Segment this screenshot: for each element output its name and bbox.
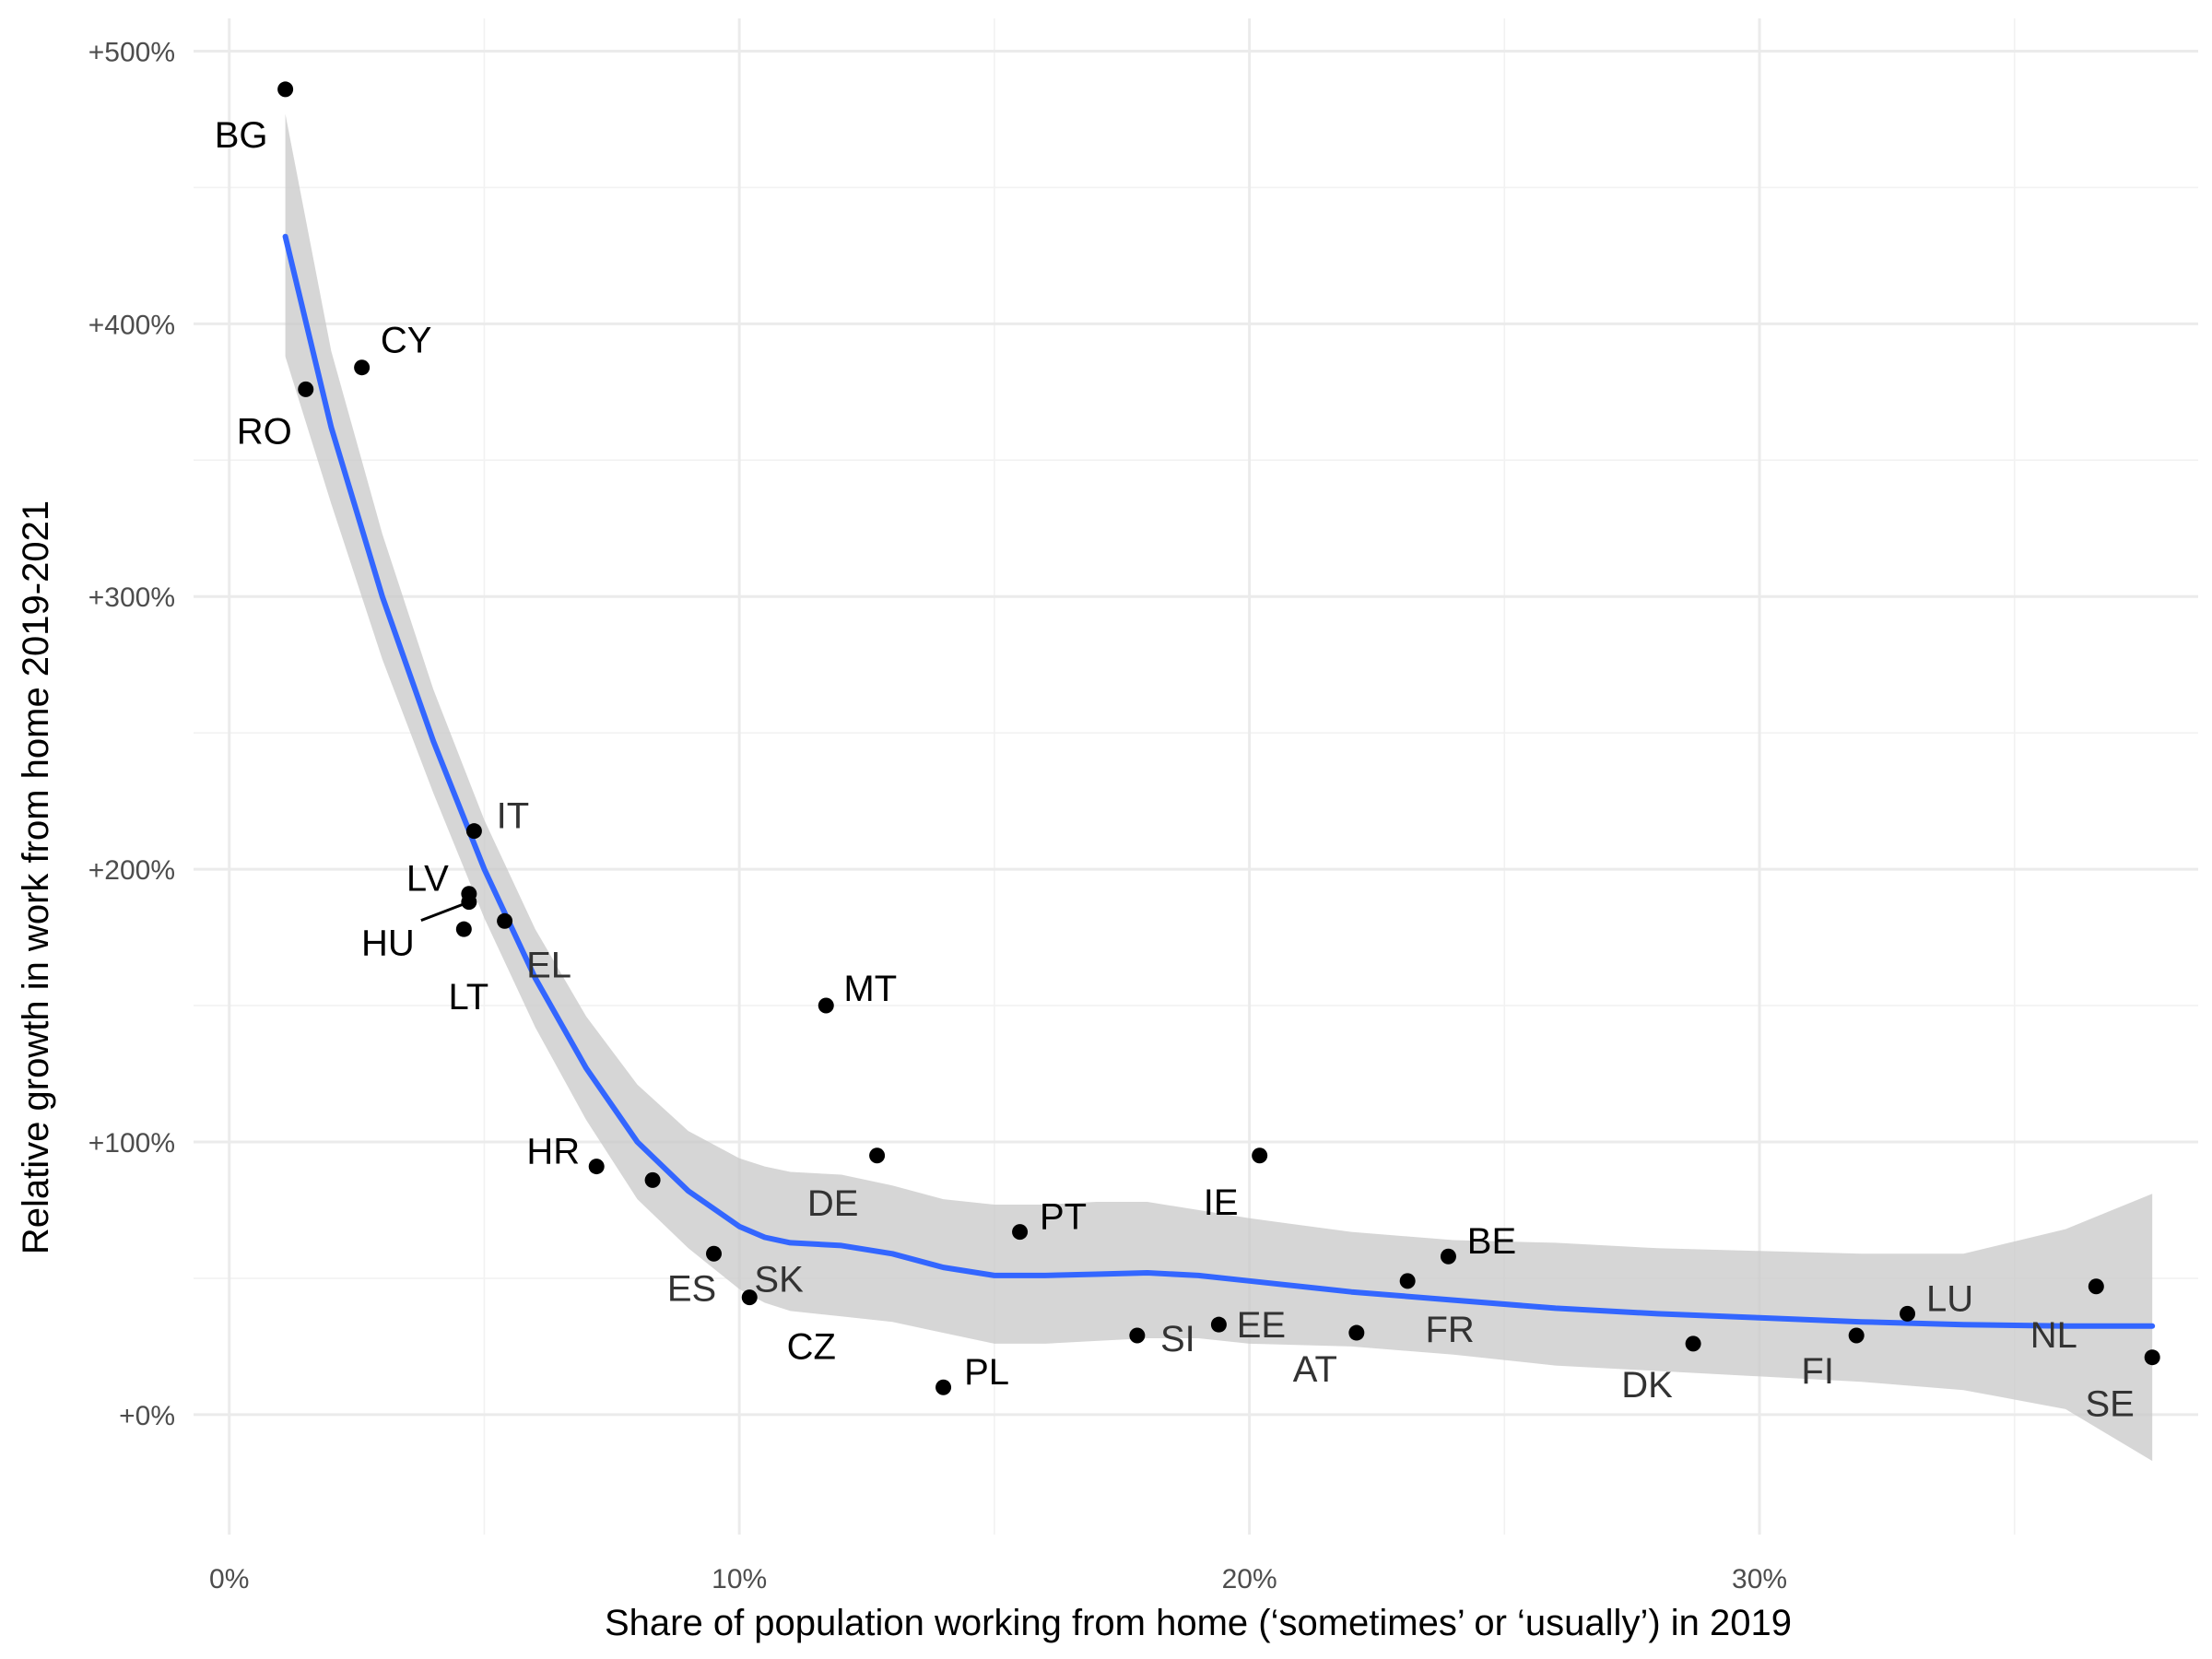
point-label-cz: CZ (787, 1327, 836, 1368)
point-label-si: SI (1160, 1319, 1195, 1359)
point-label-ro: RO (237, 411, 292, 452)
data-point-mt (818, 997, 834, 1014)
point-label-pt: PT (1040, 1197, 1087, 1238)
data-point-el (497, 912, 513, 929)
y-tick-label: +100% (88, 1128, 175, 1159)
data-point-lt (455, 921, 472, 937)
data-point-pl (935, 1379, 952, 1395)
point-label-lu: LU (1926, 1278, 1973, 1319)
data-point-nl (2088, 1278, 2104, 1295)
y-tick-label: +500% (88, 38, 175, 68)
data-point-hr (588, 1159, 605, 1175)
point-label-mt: MT (843, 969, 897, 1009)
data-point-se (2144, 1349, 2160, 1366)
point-label-be: BE (1467, 1221, 1516, 1262)
data-point-fr (1399, 1273, 1416, 1289)
points-layer (277, 81, 2160, 1395)
point-label-de: DE (807, 1183, 859, 1224)
x-tick-label: 20% (1222, 1564, 1277, 1594)
data-point-si (1129, 1327, 1146, 1344)
point-label-bg: BG (215, 115, 268, 156)
point-label-at: AT (1293, 1349, 1337, 1390)
point-label-fi: FI (1801, 1351, 1834, 1392)
point-label-se: SE (2086, 1384, 2135, 1425)
point-label-fr: FR (1426, 1310, 1475, 1350)
x-axis-title: Share of population working from home (‘… (605, 1603, 1792, 1643)
smooth-line (282, 233, 2156, 1329)
point-label-dk: DK (1621, 1365, 1673, 1406)
point-label-el: EL (526, 945, 571, 985)
point-label-es: ES (667, 1268, 716, 1309)
tick-labels-layer: 0% 10% 20% 30% +0% +100% +200% +300% +400% +500% (88, 38, 1787, 1594)
y-tick-label: +400% (88, 310, 175, 340)
point-label-it: IT (497, 796, 530, 837)
data-point-be (1440, 1248, 1456, 1265)
point-label-nl: NL (2030, 1315, 2077, 1356)
data-point-lu (1900, 1305, 1916, 1322)
y-tick-label: +300% (88, 582, 175, 613)
data-point-ie (1252, 1147, 1268, 1164)
data-point-sk (644, 1171, 661, 1188)
point-label-lv: LV (406, 859, 449, 900)
point-label-cy: CY (381, 321, 432, 361)
data-point-cy (354, 359, 371, 376)
point-label-pl: PL (964, 1352, 1009, 1393)
smooth-line-layer (282, 233, 2156, 1329)
data-point-pt (1012, 1224, 1029, 1241)
data-point-de (869, 1147, 886, 1164)
point-label-hu: HU (361, 924, 415, 964)
confidence-band (285, 113, 2153, 1462)
y-tick-label: +200% (88, 855, 175, 886)
confidence-band-layer (285, 113, 2153, 1462)
x-tick-label: 30% (1732, 1564, 1787, 1594)
x-tick-label: 10% (712, 1564, 767, 1594)
y-tick-label: +0% (119, 1401, 175, 1431)
data-point-hu (461, 894, 477, 911)
data-point-fi (1848, 1327, 1865, 1344)
data-point-at (1348, 1324, 1365, 1341)
data-point-ee (1210, 1316, 1227, 1333)
point-label-ie: IE (1204, 1182, 1239, 1223)
hu-leader-line (420, 902, 465, 922)
y-axis-title: Relative growth in work from home 2019-2… (16, 500, 56, 1254)
data-point-it (465, 823, 482, 840)
data-point-bg (277, 81, 294, 98)
x-tick-label: 0% (209, 1564, 249, 1594)
data-point-cz (741, 1289, 758, 1306)
point-label-ee: EE (1237, 1305, 1286, 1346)
point-label-sk: SK (754, 1259, 804, 1300)
data-point-ro (298, 381, 314, 397)
point-label-hr: HR (526, 1132, 580, 1172)
data-point-es (706, 1245, 723, 1262)
data-point-dk (1685, 1335, 1701, 1352)
point-label-lt: LT (448, 977, 488, 1018)
